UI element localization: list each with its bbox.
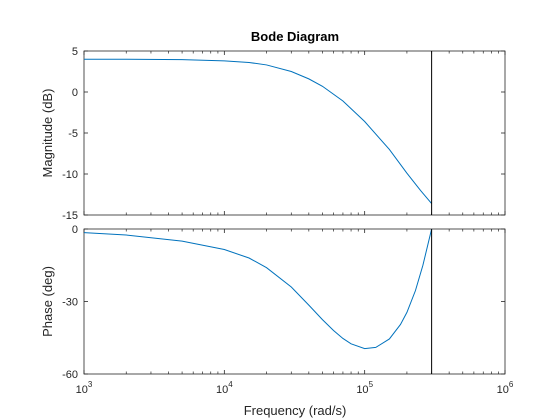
x-tick-label: 106: [497, 380, 514, 396]
x-axis-label: Frequency (rad/s): [244, 403, 347, 418]
phase-y-tick-label: -30: [62, 297, 78, 309]
magnitude-y-tick-label: -10: [62, 169, 78, 181]
magnitude-series-line: [84, 58, 433, 204]
phase-y-axis-label: Phase (deg): [40, 266, 55, 337]
phase-axes-box: [83, 228, 506, 375]
phase-y-tick-label: -60: [62, 369, 78, 381]
bode-panels: 5 0 -5 -10 -15 Magnitude (dB) 0 -30 -60 Phase (de…: [40, 46, 514, 396]
phase-panel: 0 -30 -60 Phase (deg): [40, 224, 506, 381]
magnitude-axes-box: [83, 50, 506, 216]
magnitude-y-tick-label: -15: [62, 210, 78, 222]
x-tick-label: 105: [356, 380, 373, 396]
magnitude-y-tick-label: 5: [72, 46, 78, 58]
magnitude-y-axis-label: Magnitude (dB): [40, 89, 55, 178]
phase-y-tick-label: 0: [72, 224, 78, 236]
chart-title: Bode Diagram: [251, 29, 339, 44]
x-tick-label: 104: [216, 380, 233, 396]
magnitude-y-tick-label: 0: [72, 87, 78, 99]
phase-series-line: [83, 228, 433, 350]
x-tick-labels: 103 104 105 106: [76, 380, 514, 396]
magnitude-y-tick-label: -5: [68, 128, 78, 140]
x-tick-label: 103: [76, 380, 93, 396]
magnitude-panel: 5 0 -5 -10 -15 Magnitude (dB): [40, 46, 506, 222]
